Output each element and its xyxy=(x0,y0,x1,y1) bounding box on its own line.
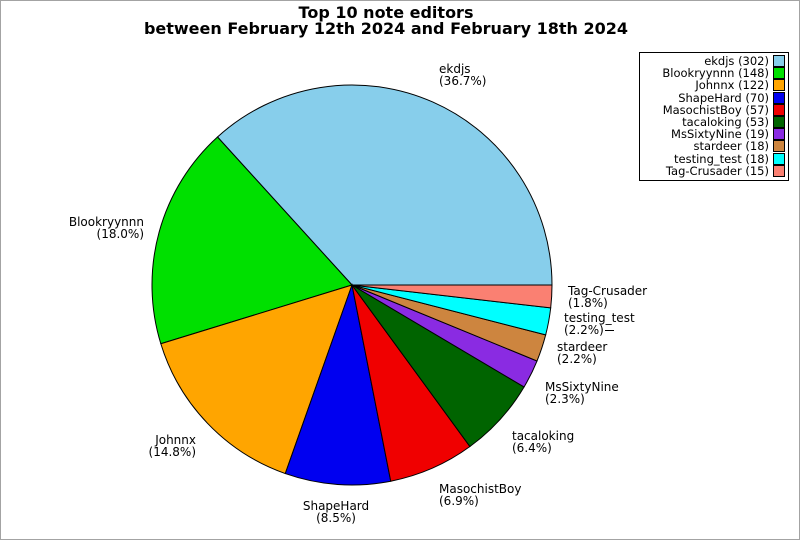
legend-item-label: MsSixtyNine (19) xyxy=(671,127,769,142)
legend-item-Johnnx: Johnnx (122) xyxy=(644,78,785,93)
legend-color-swatch xyxy=(773,140,785,153)
legend-color-swatch xyxy=(773,79,785,92)
legend-color-swatch xyxy=(773,67,785,80)
pie-slice-ekdjs xyxy=(216,84,553,286)
slice-label-name: testing_test xyxy=(564,311,635,325)
slice-label-percent: (6.4%) xyxy=(512,441,552,455)
pie-slice-ShapeHard xyxy=(284,283,392,486)
pie-slice-Tag-Crusader xyxy=(351,284,553,309)
legend-item-Tag-Crusader: Tag-Crusader (15) xyxy=(644,163,785,178)
legend-item-label: tacaloking (53) xyxy=(682,115,769,130)
slice-label-Johnnx: Johnnx (14.8%) xyxy=(149,434,196,458)
slice-label-name: tacaloking xyxy=(512,429,575,443)
legend-item-ShapeHard: ShapeHard (70) xyxy=(644,90,785,105)
slice-label-Blookryynnn: Blookryynnn (18.0%) xyxy=(69,216,144,240)
legend-box: ekdjs (302) Blookryynnn (148) Johnnx (122)… xyxy=(639,52,789,181)
legend-item-label: Tag-Crusader (15) xyxy=(665,163,769,178)
pie-slice-Johnnx xyxy=(160,284,353,475)
slice-label-Tag-Crusader: Tag-Crusader (1.8%) xyxy=(568,285,647,309)
slice-label-ShapeHard: ShapeHard (8.5%) xyxy=(303,500,369,524)
legend-color-swatch xyxy=(773,152,785,165)
legend-item-Blookryynnn: Blookryynnn (148) xyxy=(644,66,785,81)
slice-label-percent: (18.0%) xyxy=(96,227,144,241)
legend-item-label: ShapeHard (70) xyxy=(678,90,769,105)
slice-label-testing_test: testing_test (2.2%) xyxy=(564,312,635,336)
slice-label-name: MasochistBoy xyxy=(439,482,522,496)
slice-label-MsSixtyNine: MsSixtyNine (2.3%) xyxy=(545,381,619,405)
slice-label-name: ShapeHard xyxy=(302,499,370,513)
slice-label-name: Johnnx xyxy=(155,433,196,447)
legend-item-MasochistBoy: MasochistBoy (57) xyxy=(644,102,785,117)
chart-title-line2: between February 12th 2024 and February … xyxy=(143,19,629,38)
slice-label-name: MsSixtyNine xyxy=(545,380,619,394)
slice-label-MasochistBoy: MasochistBoy (6.9%) xyxy=(439,483,521,507)
slice-label-stardeer: stardeer (2.2%) xyxy=(557,341,607,365)
legend-item-label: Blookryynnn (148) xyxy=(662,66,769,81)
legend-item-label: Johnnx (122) xyxy=(695,78,769,93)
pie-slice-Blookryynnn xyxy=(151,136,353,345)
legend-item-label: stardeer (18) xyxy=(693,139,769,154)
slice-label-tacaloking: tacaloking (6.4%) xyxy=(512,430,574,454)
legend-item-MsSixtyNine: MsSixtyNine (19) xyxy=(644,127,785,142)
chart-title-line1: Top 10 note editors xyxy=(298,3,474,22)
slice-label-name: ekdjs xyxy=(439,62,471,76)
legend-item-ekdjs: ekdjs (302) xyxy=(644,54,785,69)
slice-label-percent: (2.3%) xyxy=(545,392,585,406)
slice-label-percent: (2.2%) xyxy=(564,323,604,337)
chart-title: Top 10 note editors between February 12t… xyxy=(1,5,771,37)
slice-label-percent: (6.9%) xyxy=(439,494,479,508)
legend-item-tacaloking: tacaloking (53) xyxy=(644,115,785,130)
legend-color-swatch xyxy=(773,55,785,68)
legend-item-label: testing_test (18) xyxy=(674,151,769,166)
slice-label-percent: (8.5%) xyxy=(316,511,356,525)
slice-label-name: Tag-Crusader xyxy=(568,284,648,298)
slice-label-name: Blookryynnn xyxy=(68,215,144,229)
legend-color-swatch xyxy=(773,128,785,141)
legend-color-swatch xyxy=(773,103,785,116)
legend-color-swatch xyxy=(773,164,785,177)
legend-color-swatch xyxy=(773,91,785,104)
slice-label-percent: (1.8%) xyxy=(568,296,608,310)
slice-label-percent: (36.7%) xyxy=(439,74,487,88)
legend-color-swatch xyxy=(773,116,785,129)
slice-label-percent: (14.8%) xyxy=(148,445,196,459)
legend-item-testing_test: testing_test (18) xyxy=(644,151,785,166)
stray-tick-artifact xyxy=(605,330,614,331)
slice-label-name: stardeer xyxy=(557,340,608,354)
legend-item-stardeer: stardeer (18) xyxy=(644,139,785,154)
slice-label-ekdjs: ekdjs (36.7%) xyxy=(439,63,486,87)
slice-label-percent: (2.2%) xyxy=(557,352,597,366)
legend-item-label: ekdjs (302) xyxy=(704,54,769,69)
legend-item-label: MasochistBoy (57) xyxy=(662,102,769,117)
